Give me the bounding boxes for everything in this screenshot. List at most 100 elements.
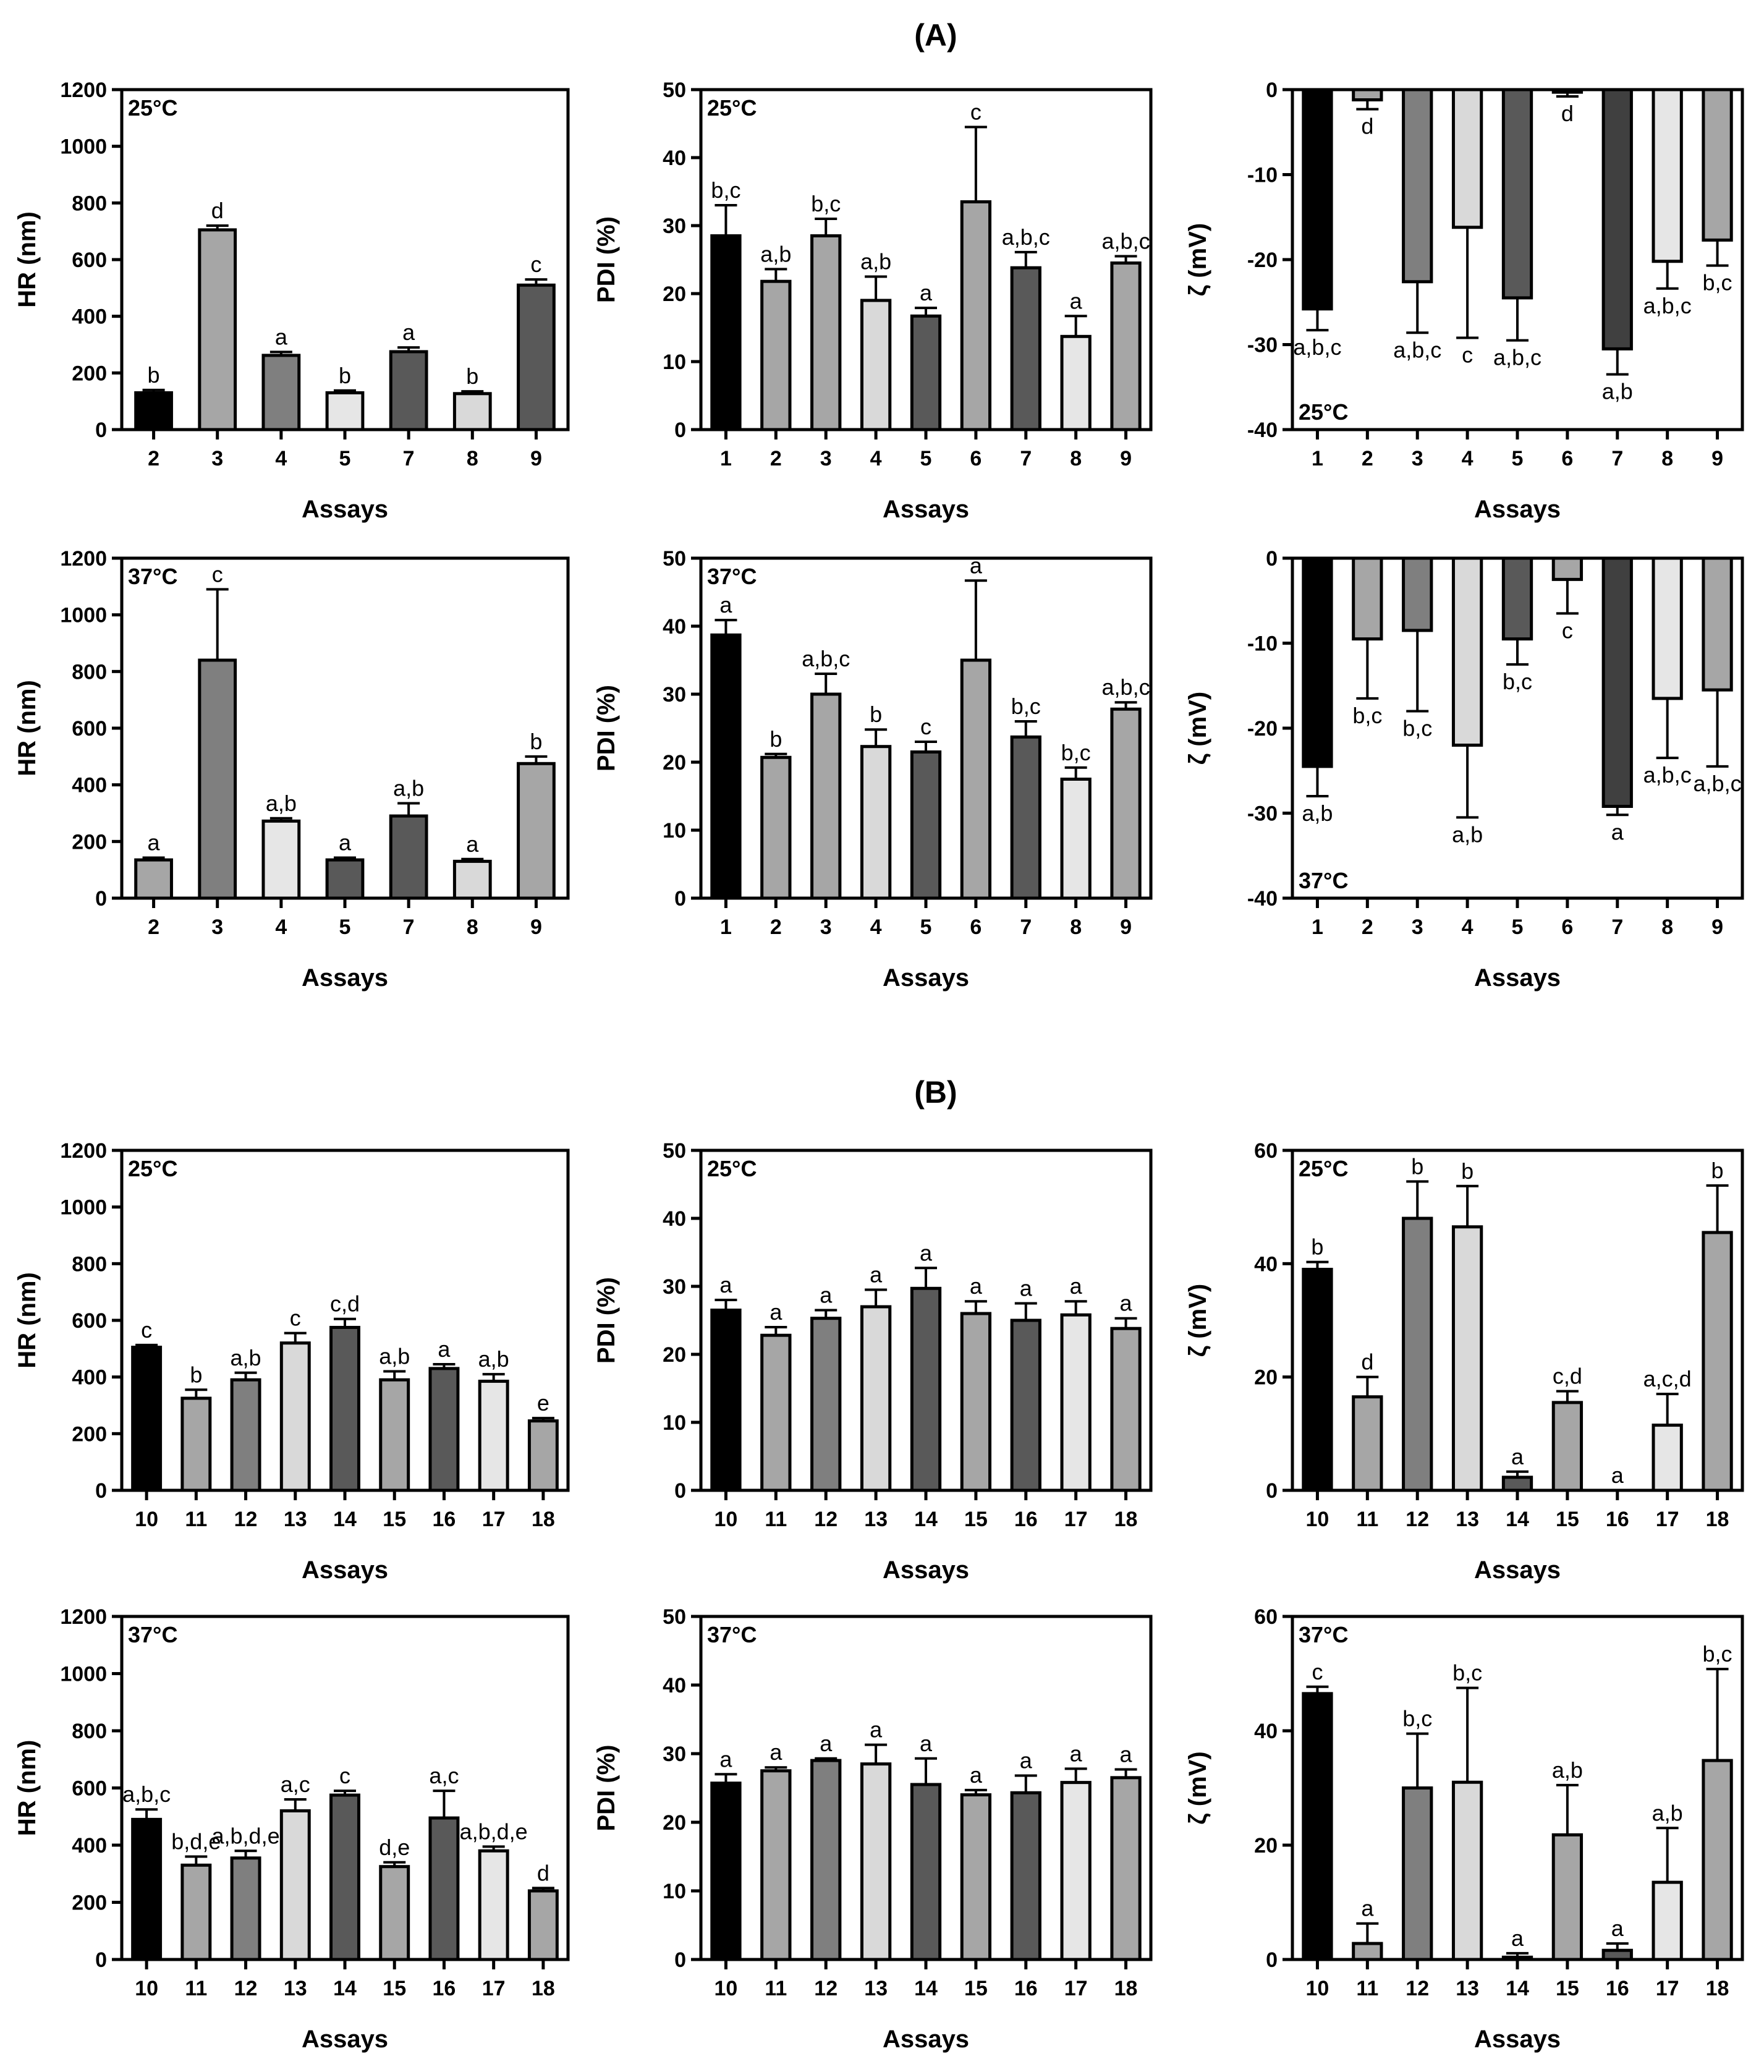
x-tick-label: 2	[770, 447, 782, 470]
bar	[960, 200, 992, 431]
y-tick-label: 30	[663, 214, 686, 238]
x-axis-label: Assays	[883, 496, 969, 523]
temperature-label: 25°C	[128, 95, 177, 121]
y-tick-label: 0	[674, 418, 686, 442]
y-tick-label: 200	[72, 1422, 107, 1446]
x-tick-label: 3	[1412, 915, 1423, 939]
y-tick-label: 1200	[60, 1605, 107, 1629]
plot-frame	[120, 88, 570, 431]
y-tick-label: 400	[72, 1366, 107, 1390]
y-axis-label: PDI (%)	[593, 685, 620, 771]
chart-a-pdi-25: 0 10 20 30 40 50 b,c 1 a,b 2 b,c 3 a,b 4 a 5 c 6 a,b,c 7 a 8 a…	[593, 79, 1153, 523]
significance-letter: a	[1120, 1291, 1133, 1316]
x-tick-label: 15	[1556, 1508, 1579, 1531]
bar	[1010, 1318, 1041, 1492]
bar	[1402, 1216, 1433, 1492]
temperature-label: 25°C	[707, 95, 757, 121]
plot-frame	[120, 1149, 570, 1492]
significance-letter: b	[1411, 1153, 1423, 1179]
significance-letter: a,b,c	[122, 1781, 171, 1807]
bar	[710, 1309, 742, 1492]
x-tick-label: 5	[339, 915, 351, 939]
significance-letter: a	[1020, 1748, 1033, 1773]
x-tick-label: 5	[920, 915, 932, 939]
y-tick-label: 400	[72, 1834, 107, 1858]
y-axis-label: ζ (mV)	[1184, 692, 1211, 765]
x-tick-label: 11	[1356, 1508, 1378, 1531]
y-tick-label: -30	[1247, 334, 1278, 357]
bar	[180, 1863, 212, 1961]
x-tick-label: 11	[185, 1508, 207, 1531]
significance-letter: b,c	[711, 177, 740, 203]
significance-letter: c	[530, 252, 541, 277]
y-tick-label: 0	[95, 418, 107, 442]
x-tick-label: 13	[864, 1977, 888, 2000]
x-tick-label: 1	[720, 915, 732, 939]
bar	[1501, 556, 1533, 641]
bar	[517, 283, 556, 431]
x-axis-label: Assays	[883, 1556, 969, 1584]
bar	[710, 234, 742, 431]
significance-letter: d	[211, 198, 224, 223]
significance-letter: d,e	[379, 1835, 410, 1860]
significance-letter: a,b,c	[1293, 334, 1341, 360]
bar	[1702, 88, 1733, 242]
significance-letter: e	[537, 1390, 549, 1416]
y-tick-label: 40	[663, 1674, 686, 1697]
chart-b-z-25: 0 20 40 60 b 10 d 11 b 12 b 13 a 14 c,d 15 a 16 a,c,d 17 b 18…	[1184, 1139, 1744, 1584]
significance-letter: a,b	[1302, 800, 1333, 826]
significance-letter: a,c,d	[1643, 1366, 1692, 1391]
x-tick-label: 7	[1611, 447, 1623, 470]
plot-frame	[699, 1615, 1153, 1961]
y-tick-label: 30	[663, 683, 686, 707]
y-tick-label: 200	[72, 830, 107, 854]
bar	[1110, 261, 1142, 431]
x-tick-label: 17	[1064, 1508, 1088, 1531]
x-tick-label: 15	[1556, 1977, 1579, 2000]
y-tick-label: 0	[1266, 1948, 1278, 1972]
bar	[131, 1346, 163, 1492]
x-axis-label: Assays	[302, 2026, 388, 2053]
x-tick-label: 6	[1561, 447, 1573, 470]
y-tick-label: 1200	[60, 1139, 107, 1163]
x-tick-label: 5	[1512, 915, 1524, 939]
temperature-label: 37°C	[1299, 868, 1348, 893]
bar	[810, 692, 842, 900]
bar	[1702, 556, 1733, 692]
y-tick-label: 1000	[60, 604, 107, 627]
significance-letter: c	[141, 1317, 152, 1343]
bar	[1501, 88, 1533, 300]
significance-letter: b	[1461, 1158, 1474, 1184]
y-tick-label: -20	[1247, 248, 1278, 272]
significance-letter: a	[1511, 1444, 1524, 1469]
bar	[1652, 1880, 1683, 1961]
x-tick-label: 16	[433, 1508, 456, 1531]
significance-letter: a	[770, 1299, 782, 1325]
y-tick-label: 200	[72, 362, 107, 385]
significance-letter: c	[970, 100, 982, 125]
y-tick-label: 0	[1266, 1479, 1278, 1503]
bar	[279, 1809, 311, 1961]
significance-letter: b,c	[1503, 669, 1532, 694]
x-tick-label: 8	[1070, 915, 1082, 939]
significance-letter: a,b	[379, 1344, 410, 1369]
bar	[910, 314, 942, 431]
x-tick-label: 16	[1014, 1508, 1038, 1531]
x-tick-label: 13	[284, 1508, 307, 1531]
plot-frame	[699, 1149, 1153, 1492]
significance-letter: a	[1070, 288, 1083, 313]
bar	[325, 858, 365, 900]
x-tick-label: 6	[970, 915, 982, 939]
x-axis-label: Assays	[883, 2026, 969, 2053]
significance-letter: a,c	[281, 1772, 310, 1797]
x-tick-label: 16	[1606, 1508, 1629, 1531]
x-tick-label: 8	[1070, 447, 1082, 470]
x-tick-label: 10	[1306, 1977, 1329, 2000]
bar	[1010, 266, 1041, 431]
significance-letter: a,b	[1652, 1800, 1683, 1825]
y-tick-label: 20	[663, 282, 686, 306]
significance-letter: a,b,c	[1643, 762, 1692, 788]
x-tick-label: 10	[1306, 1508, 1329, 1531]
y-axis-label: ζ (mV)	[1184, 223, 1211, 296]
significance-letter: a,b,d,e	[212, 1823, 280, 1848]
